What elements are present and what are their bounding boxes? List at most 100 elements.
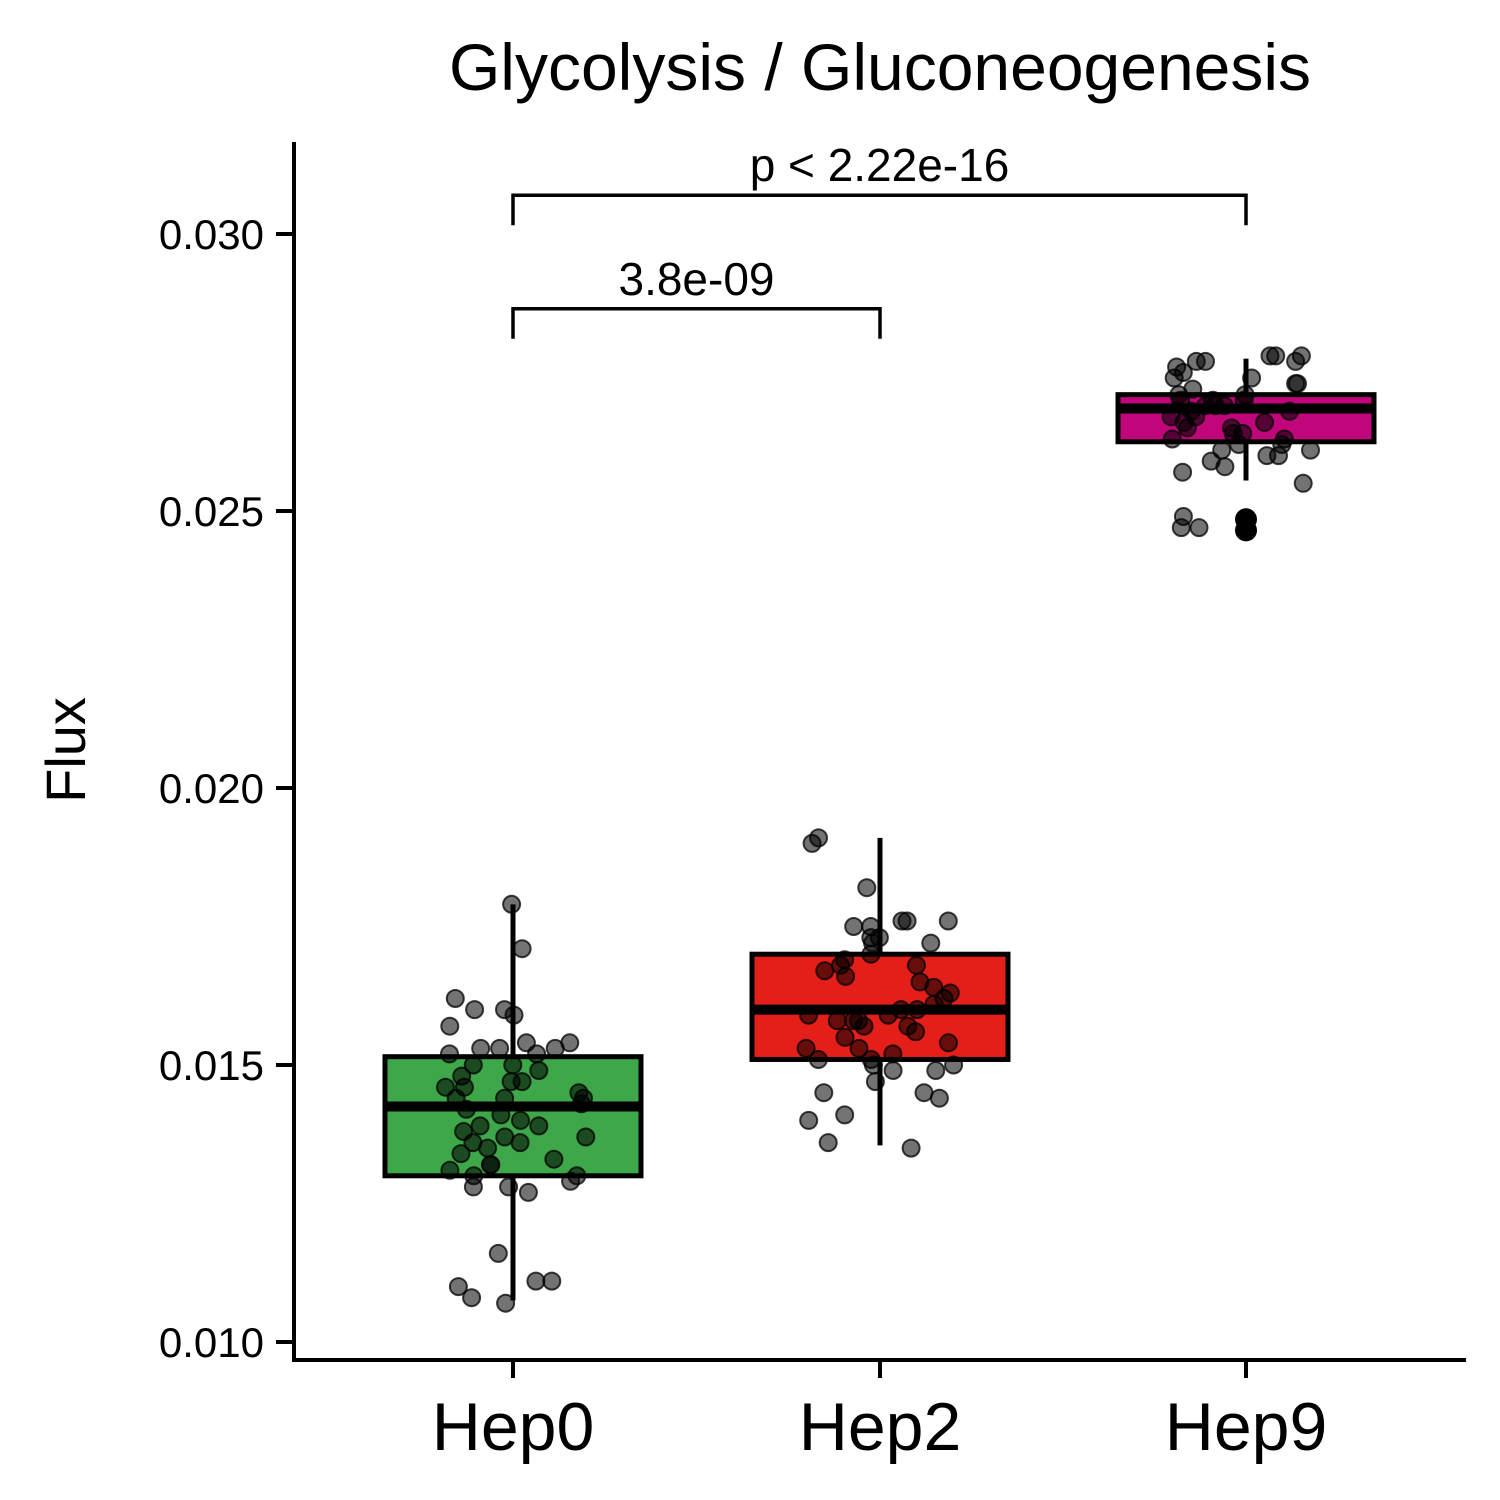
data-point (1186, 351, 1206, 371)
data-point (883, 1044, 903, 1064)
data-point (1205, 396, 1225, 416)
data-point (456, 1099, 476, 1119)
data-point (835, 1027, 855, 1047)
comparison-bracket (511, 193, 1248, 226)
data-point (576, 1127, 596, 1147)
data-point (499, 1177, 519, 1197)
y-axis-label: Flux (34, 697, 97, 803)
data-point (463, 1055, 483, 1075)
x-tick-label: Hep9 (1165, 1389, 1328, 1465)
x-tick-label: Hep0 (432, 1389, 595, 1465)
data-point (939, 1033, 958, 1053)
data-point (501, 1072, 521, 1092)
data-point (854, 1016, 874, 1036)
data-point (1293, 473, 1313, 493)
y-tick-label: 0.020 (159, 765, 264, 812)
comparison-brackets: 3.8e-09 p < 2.22e-16 (511, 139, 1248, 339)
chart-title: Glycolysis / Gluconeogenesis (449, 30, 1311, 104)
data-point (491, 1105, 511, 1125)
data-point (502, 894, 522, 914)
y-ticks: 0.010 0.015 0.020 0.025 0.030 (159, 211, 294, 1366)
data-point (510, 1133, 530, 1153)
data-point (511, 1110, 530, 1130)
outlier-point (1235, 519, 1257, 542)
data-point (495, 1088, 515, 1108)
data-point (440, 1160, 460, 1180)
data-point (799, 1110, 819, 1130)
data-point (861, 944, 881, 964)
data-point (503, 1055, 523, 1075)
data-point (470, 1116, 490, 1136)
data-point (938, 911, 958, 931)
data-point (907, 1000, 927, 1020)
data-point (1229, 435, 1249, 454)
x-ticks: Hep0 Hep2 Hep9 (432, 1360, 1328, 1465)
data-point (808, 1050, 828, 1069)
data-point (1255, 412, 1275, 432)
data-point (545, 1038, 565, 1058)
y-tick-label: 0.025 (159, 488, 264, 535)
data-point (796, 1038, 816, 1058)
data-point (529, 1116, 549, 1136)
y-tick-label: 0.030 (159, 211, 264, 258)
data-point (463, 1177, 483, 1197)
data-point (451, 1144, 471, 1164)
data-point (518, 1182, 538, 1202)
data-point (1286, 351, 1306, 371)
data-point (488, 1243, 508, 1263)
data-point (944, 1055, 964, 1075)
data-point (1171, 390, 1191, 410)
data-point (1171, 518, 1191, 538)
data-point (448, 1277, 468, 1297)
data-point (835, 1105, 855, 1125)
data-point (526, 1271, 546, 1291)
data-point (906, 1022, 926, 1042)
data-point (863, 1055, 883, 1075)
data-point (465, 1000, 485, 1020)
data-point (883, 1061, 903, 1080)
outliers (1235, 508, 1257, 542)
data-point (462, 1288, 482, 1308)
y-tick-label: 0.015 (159, 1042, 264, 1089)
data-point (504, 1005, 524, 1025)
data-point (1257, 446, 1277, 466)
data-point (907, 955, 926, 975)
data-point (1242, 368, 1262, 388)
data-point (1234, 390, 1254, 410)
data-point (924, 994, 944, 1014)
data-point (440, 1044, 459, 1064)
data-point (1260, 346, 1280, 366)
data-point (799, 1005, 819, 1025)
data-point (1301, 440, 1320, 460)
data-point (892, 911, 912, 931)
jitter-points (436, 346, 1320, 1313)
comparison-label: p < 2.22e-16 (750, 139, 1010, 191)
data-point (1215, 457, 1235, 477)
data-point (926, 1061, 946, 1080)
data-point (1280, 401, 1300, 421)
data-point (571, 1094, 591, 1114)
data-point (490, 1038, 510, 1058)
comparison-label: 3.8e-09 (618, 253, 774, 305)
data-point (481, 1155, 500, 1175)
data-point (818, 1133, 838, 1153)
data-point (815, 961, 835, 981)
data-point (802, 833, 822, 853)
data-point (921, 933, 941, 953)
data-point (471, 1038, 491, 1058)
comparison-bracket (511, 307, 882, 339)
data-point (929, 1088, 949, 1108)
data-point (1189, 518, 1209, 538)
data-point (836, 966, 856, 986)
data-point (1177, 418, 1197, 438)
data-point (527, 1044, 547, 1064)
data-point (1162, 429, 1182, 449)
data-point (440, 1016, 460, 1036)
data-point (878, 1005, 898, 1025)
data-point (561, 1171, 581, 1191)
data-point (445, 989, 465, 1008)
data-point (529, 1061, 549, 1080)
data-point (512, 939, 532, 959)
